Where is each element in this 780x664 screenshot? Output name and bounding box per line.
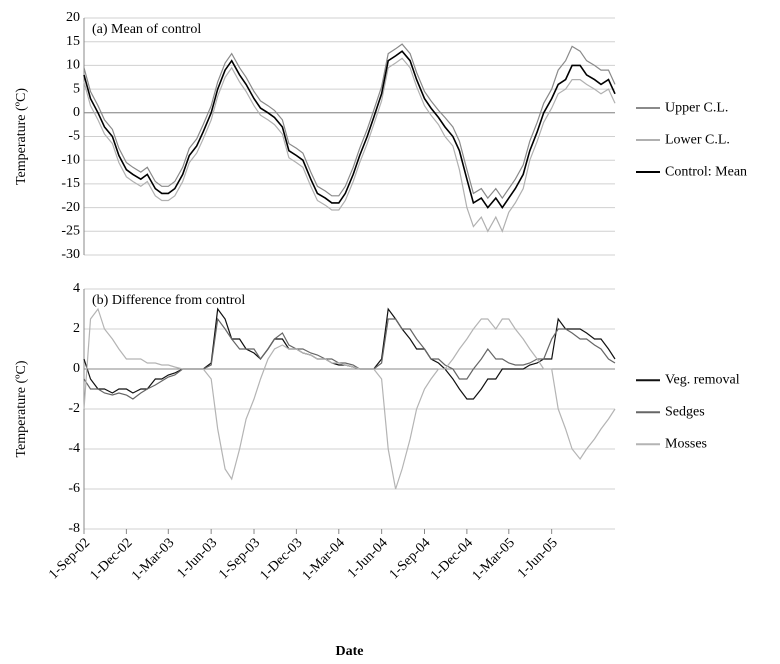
- y-tick-label: -5: [68, 129, 80, 144]
- x-tick-label: 1-Dec-03: [258, 535, 306, 583]
- x-tick-label: 1-Dec-04: [428, 535, 476, 583]
- y-tick-label: -4: [68, 441, 80, 456]
- series-line: [83, 57, 616, 233]
- series-line: [83, 50, 616, 210]
- panel-title: (b) Difference from control: [92, 293, 245, 308]
- x-tick-label: 1-Mar-03: [129, 535, 177, 583]
- x-tick-label: 1-Jun-03: [174, 535, 220, 581]
- panel-title: (a) Mean of control: [92, 22, 201, 37]
- x-tick-label: 1-Jun-04: [345, 535, 391, 581]
- series-line: [83, 43, 616, 200]
- x-tick-label: 1-Sep-02: [46, 535, 93, 582]
- y-tick-label: 2: [73, 321, 80, 336]
- series-line: [83, 307, 616, 400]
- y-tick-label: 0: [73, 361, 80, 376]
- x-tick-label: 1-Dec-02: [87, 535, 135, 583]
- y-tick-label: -6: [68, 481, 80, 496]
- series-line: [83, 317, 616, 400]
- x-tick-label: 1-Jun-05: [515, 535, 561, 581]
- y-tick-label: 10: [66, 58, 80, 73]
- legend-label: Lower C.L.: [665, 132, 730, 147]
- y-tick-label: -25: [61, 224, 80, 239]
- y-tick-label: -20: [61, 200, 80, 215]
- legend-label: Veg. removal: [665, 372, 740, 387]
- legend-label: Mosses: [665, 436, 707, 451]
- y-axis-label: Temperature (ºC): [14, 360, 29, 457]
- y-tick-label: 5: [73, 81, 80, 96]
- y-tick-label: -8: [68, 521, 80, 536]
- x-tick-label: 1-Sep-03: [216, 535, 263, 582]
- y-tick-label: 20: [66, 10, 80, 25]
- y-tick-label: -15: [61, 176, 80, 191]
- y-tick-label: 15: [66, 34, 80, 49]
- series-line: [83, 307, 616, 490]
- legend-label: Sedges: [665, 404, 705, 419]
- legend-label: Control: Mean: [665, 164, 747, 179]
- x-tick-label: 1-Sep-04: [387, 535, 434, 582]
- x-tick-label: 1-Mar-04: [300, 535, 348, 583]
- y-tick-label: -2: [68, 401, 80, 416]
- y-axis-label: Temperature (ºC): [14, 88, 29, 185]
- x-axis-label: Date: [336, 644, 364, 659]
- legend-label: Upper C.L.: [665, 100, 728, 115]
- y-tick-label: -10: [61, 152, 80, 167]
- y-tick-label: 0: [73, 105, 80, 120]
- x-tick-label: 1-Mar-05: [470, 535, 518, 583]
- y-tick-label: 4: [73, 281, 80, 296]
- y-tick-label: -30: [61, 247, 80, 262]
